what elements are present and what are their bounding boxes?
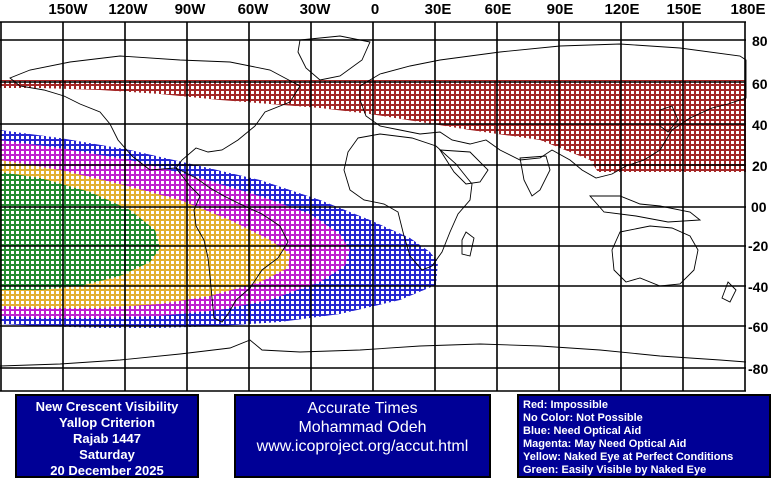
map-title: New Crescent Visibility xyxy=(35,399,179,414)
lat-label-40: 40 xyxy=(752,117,768,133)
lon-label-180e: 180E xyxy=(730,1,766,18)
weekday: Saturday xyxy=(79,447,135,462)
lat-label-20: 20 xyxy=(752,158,768,174)
lon-label-30e: 30E xyxy=(424,1,452,18)
legend-no-color: No Color: Not Possible xyxy=(523,412,643,424)
lon-label-150w: 150W xyxy=(48,1,88,18)
gregorian-date: 20 December 2025 xyxy=(50,463,164,478)
legend-box: Red: Impossible No Color: Not Possible B… xyxy=(517,394,771,478)
world-map xyxy=(0,21,747,392)
lat-label-80: 80 xyxy=(752,33,768,49)
legend-yellow: Yellow: Naked Eye at Perfect Conditions xyxy=(523,451,734,463)
lon-label-0: 0 xyxy=(370,1,380,18)
lat-label-00: 00 xyxy=(751,199,767,215)
zone-easily-visible xyxy=(0,172,160,290)
lat-label-minus-80: -80 xyxy=(748,361,769,377)
author-name: Mohammad Odeh xyxy=(298,419,427,436)
lon-label-90w: 90W xyxy=(174,1,206,18)
legend-blue: Blue: Need Optical Aid xyxy=(523,425,642,437)
lat-label-minus-20: -20 xyxy=(748,238,769,254)
lon-label-90e: 90E xyxy=(546,1,574,18)
software-name: Accurate Times xyxy=(307,400,418,417)
credits-box: Accurate Times Mohammad Odeh www.icoproj… xyxy=(234,394,491,478)
lon-label-120e: 120E xyxy=(604,1,640,18)
legend-red: Red: Impossible xyxy=(523,399,608,411)
legend-green: Green: Easily Visible by Naked Eye xyxy=(523,464,707,476)
graticule xyxy=(0,21,746,392)
website-url: www.icoproject.org/accut.html xyxy=(256,438,469,455)
hijri-month: Rajab 1447 xyxy=(73,431,141,446)
lon-label-60w: 60W xyxy=(237,1,269,18)
lon-label-30w: 30W xyxy=(299,1,331,18)
lon-label-60e: 60E xyxy=(484,1,512,18)
lon-label-120w: 120W xyxy=(108,1,148,18)
lon-label-150e: 150E xyxy=(666,1,702,18)
legend-magenta: Magenta: May Need Optical Aid xyxy=(523,438,687,450)
lat-label-minus-40: -40 xyxy=(748,279,769,295)
lat-label-minus-60: -60 xyxy=(748,319,769,335)
lat-label-60: 60 xyxy=(752,76,768,92)
coastlines xyxy=(0,35,747,367)
criterion-label: Yallop Criterion xyxy=(58,415,156,430)
visibility-info-box: New Crescent Visibility Yallop Criterion… xyxy=(15,394,199,478)
